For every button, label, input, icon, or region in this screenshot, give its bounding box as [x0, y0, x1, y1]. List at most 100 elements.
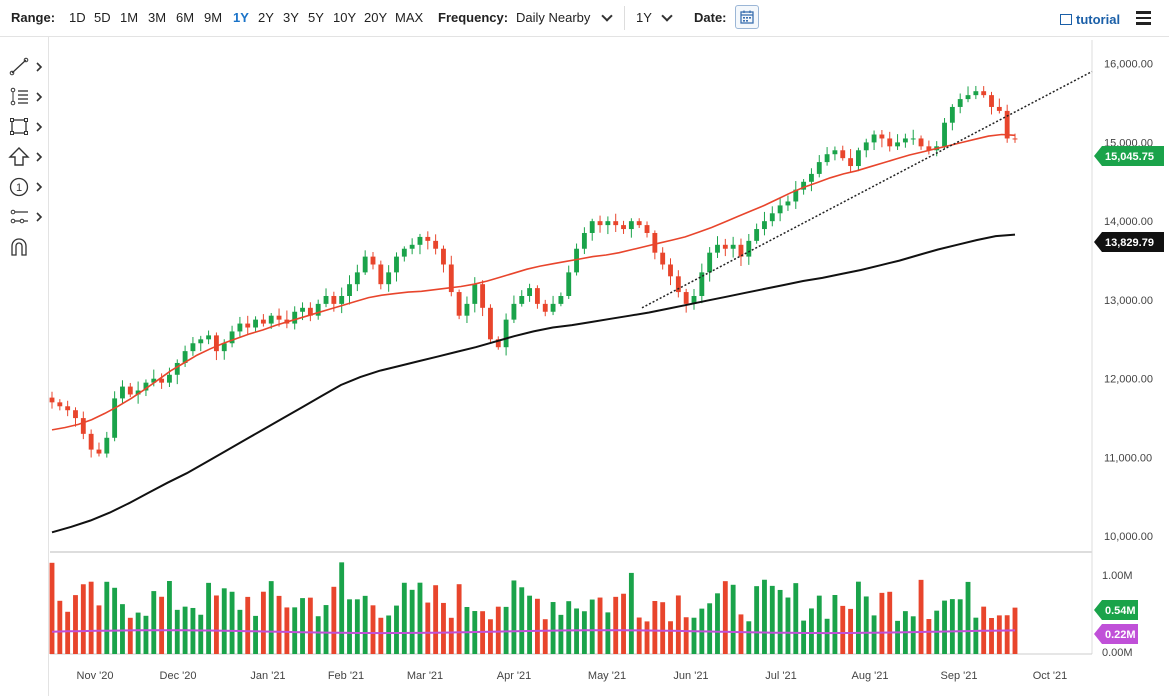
range-max[interactable]: MAX: [395, 10, 424, 25]
volume-bar: [738, 614, 744, 654]
volume-bar: [417, 582, 423, 654]
volume-bar: [722, 581, 728, 654]
volume-bar: [307, 597, 313, 654]
volume-bar: [88, 581, 94, 654]
shape-tool-icon[interactable]: [8, 116, 44, 138]
volume-bar: [464, 606, 470, 654]
volume-bar: [65, 611, 71, 654]
candle-body: [378, 264, 384, 285]
ma200-value-badge: 13,829.79: [1094, 232, 1164, 252]
candle-body: [769, 213, 775, 222]
candle-body: [793, 189, 799, 202]
candle-body: [691, 296, 697, 304]
candle-body: [981, 91, 987, 96]
volume-bar: [754, 586, 760, 654]
measure-tool-icon[interactable]: [8, 206, 44, 228]
candle-body: [260, 319, 266, 324]
volume-bar: [949, 599, 955, 654]
date-tick-label: Oct '21: [1033, 670, 1068, 682]
volume-bar: [96, 605, 102, 654]
film-icon[interactable]: [1060, 14, 1072, 25]
volume-bar: [895, 620, 900, 654]
volume-bar: [746, 621, 752, 654]
calendar-icon[interactable]: [735, 5, 759, 29]
range-20y[interactable]: 20Y: [364, 10, 388, 25]
volume-bar: [801, 620, 807, 654]
volume-bar: [135, 612, 141, 654]
range-5y[interactable]: 5Y: [308, 10, 324, 25]
candle-body: [668, 264, 673, 277]
candle-body: [370, 256, 376, 265]
volume-bar: [49, 562, 55, 654]
candle-body: [120, 386, 125, 399]
toolbar-divider: [624, 6, 625, 30]
range-1m[interactable]: 1M: [120, 10, 139, 25]
volume-bar: [127, 617, 133, 654]
fib-tool-icon[interactable]: [8, 86, 44, 108]
volume-bar: [707, 603, 713, 654]
candle-body: [660, 252, 666, 265]
range-9m[interactable]: 9M: [204, 10, 223, 25]
magnet-icon[interactable]: [8, 236, 44, 258]
range-10y[interactable]: 10Y: [333, 10, 357, 25]
volume-bar: [57, 600, 63, 654]
volume-bar: [879, 592, 885, 654]
range-1d[interactable]: 1D: [69, 10, 86, 25]
volume-bar: [621, 593, 626, 654]
volume-bar: [809, 608, 814, 654]
volume-bar: [566, 601, 572, 654]
volume-bar: [425, 602, 431, 654]
period-dropdown[interactable]: 1Y: [636, 10, 652, 25]
candle-body: [628, 221, 634, 230]
volume-bar: [394, 605, 399, 654]
range-3m[interactable]: 3M: [148, 10, 167, 25]
candle-body: [683, 292, 689, 304]
candle-body: [151, 378, 157, 383]
range-1y[interactable]: 1Y: [233, 10, 249, 25]
volume-bar: [636, 617, 642, 654]
volume-last-badge: 0.54M: [1094, 600, 1138, 620]
candle-body: [824, 154, 830, 163]
tutorial-link[interactable]: tutorial: [1076, 12, 1121, 27]
hamburger-menu-icon[interactable]: [1136, 11, 1151, 25]
candle-body: [542, 303, 548, 312]
volume-bar: [206, 582, 212, 654]
candle-body: [495, 339, 501, 348]
candle-body: [472, 284, 478, 304]
annotation-tool-icon[interactable]: 1: [8, 176, 44, 198]
volume-bar: [104, 581, 110, 654]
candle-body: [957, 99, 963, 107]
volume-bar: [965, 581, 971, 654]
volume-bar: [675, 595, 681, 654]
date-tick-label: Jul '21: [765, 670, 796, 682]
range-6m[interactable]: 6M: [176, 10, 195, 25]
candle-body: [589, 221, 595, 233]
volume-bar: [887, 591, 893, 654]
candle-body: [253, 319, 258, 328]
candle-body: [613, 221, 619, 226]
volume-bar: [863, 596, 869, 654]
candle-body: [707, 252, 713, 273]
volume-bar: [80, 584, 86, 654]
svg-text:15,045.75: 15,045.75: [1105, 151, 1154, 163]
range-2y[interactable]: 2Y: [258, 10, 274, 25]
volume-bar: [441, 602, 446, 654]
candle-body: [762, 221, 767, 230]
line-tool-icon[interactable]: [8, 56, 44, 78]
volume-bar: [581, 611, 587, 654]
volume-bar: [456, 584, 462, 654]
candle-body: [840, 150, 846, 159]
volume-bar: [918, 579, 924, 654]
arrow-tool-icon[interactable]: [8, 146, 44, 168]
range-3y[interactable]: 3Y: [283, 10, 299, 25]
volume-bar: [260, 591, 266, 654]
volume-bar: [957, 599, 963, 654]
range-5d[interactable]: 5D: [94, 10, 111, 25]
candle-body: [777, 205, 783, 214]
frequency-dropdown[interactable]: Daily Nearby: [516, 10, 591, 25]
candle-body: [174, 362, 180, 375]
volume-bar: [488, 619, 493, 654]
candle-body: [1012, 138, 1018, 140]
candle-body: [511, 303, 517, 320]
